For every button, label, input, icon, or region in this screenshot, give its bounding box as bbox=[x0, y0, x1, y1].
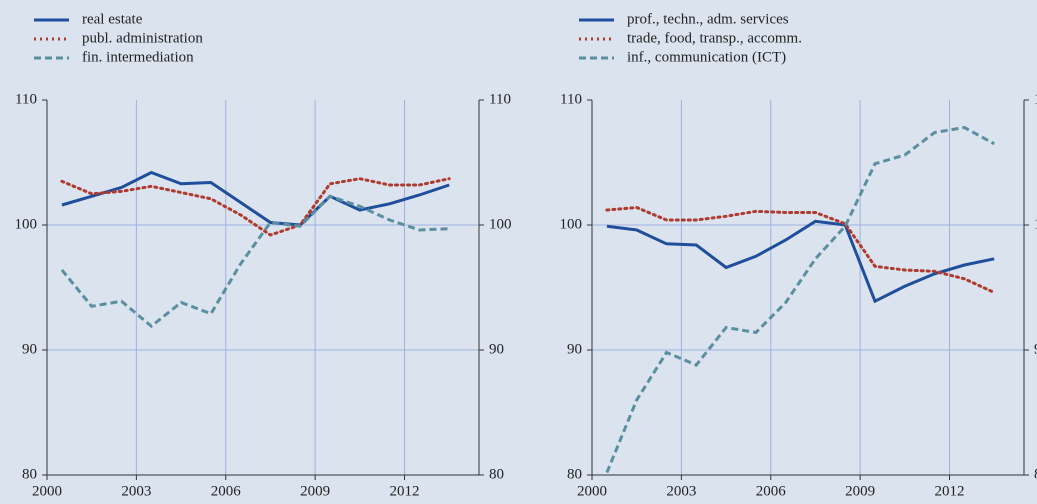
x-tick-label: 2003 bbox=[121, 483, 151, 499]
legend-label: prof., techn., adm. services bbox=[627, 11, 789, 27]
y-tick-label-right: 100 bbox=[1034, 216, 1037, 232]
line-series bbox=[60, 177, 451, 237]
line-series bbox=[61, 170, 450, 227]
y-tick-label-right: 80 bbox=[489, 466, 504, 482]
line-series bbox=[606, 219, 995, 304]
y-tick-label: 80 bbox=[22, 466, 37, 482]
y-tick-label-right: 110 bbox=[1034, 91, 1037, 107]
line-series bbox=[60, 194, 450, 329]
y-tick-label-right: 90 bbox=[489, 341, 504, 357]
y-tick-label: 90 bbox=[22, 341, 37, 357]
line-series bbox=[605, 205, 996, 294]
legend-label: real estate bbox=[82, 11, 143, 27]
y-tick-label: 90 bbox=[567, 341, 582, 357]
y-tick-label: 100 bbox=[15, 216, 38, 232]
y-tick-label-right: 110 bbox=[489, 91, 511, 107]
x-tick-label: 2012 bbox=[390, 483, 420, 499]
x-tick-label: 2009 bbox=[845, 483, 875, 499]
x-tick-label: 2006 bbox=[756, 483, 787, 499]
y-tick-label-right: 100 bbox=[489, 216, 512, 232]
line-series bbox=[605, 125, 995, 474]
legend-label: fin. intermediation bbox=[82, 49, 194, 65]
x-tick-label: 2003 bbox=[666, 483, 696, 499]
y-tick-label: 110 bbox=[15, 91, 37, 107]
y-tick-label-right: 90 bbox=[1034, 341, 1037, 357]
x-tick-label: 2009 bbox=[300, 483, 330, 499]
y-tick-label: 100 bbox=[560, 216, 583, 232]
x-tick-label: 2000 bbox=[577, 483, 607, 499]
x-tick-label: 2006 bbox=[211, 483, 242, 499]
x-tick-label: 2000 bbox=[32, 483, 62, 499]
x-tick-label: 2012 bbox=[935, 483, 965, 499]
y-tick-label-right: 80 bbox=[1034, 466, 1037, 482]
legend-label: trade, food, transp., accomm. bbox=[627, 30, 802, 46]
y-tick-label: 110 bbox=[560, 91, 582, 107]
legend-label: publ. administration bbox=[82, 30, 203, 46]
y-tick-label: 80 bbox=[567, 466, 582, 482]
legend-label: inf., communication (ICT) bbox=[627, 49, 786, 65]
